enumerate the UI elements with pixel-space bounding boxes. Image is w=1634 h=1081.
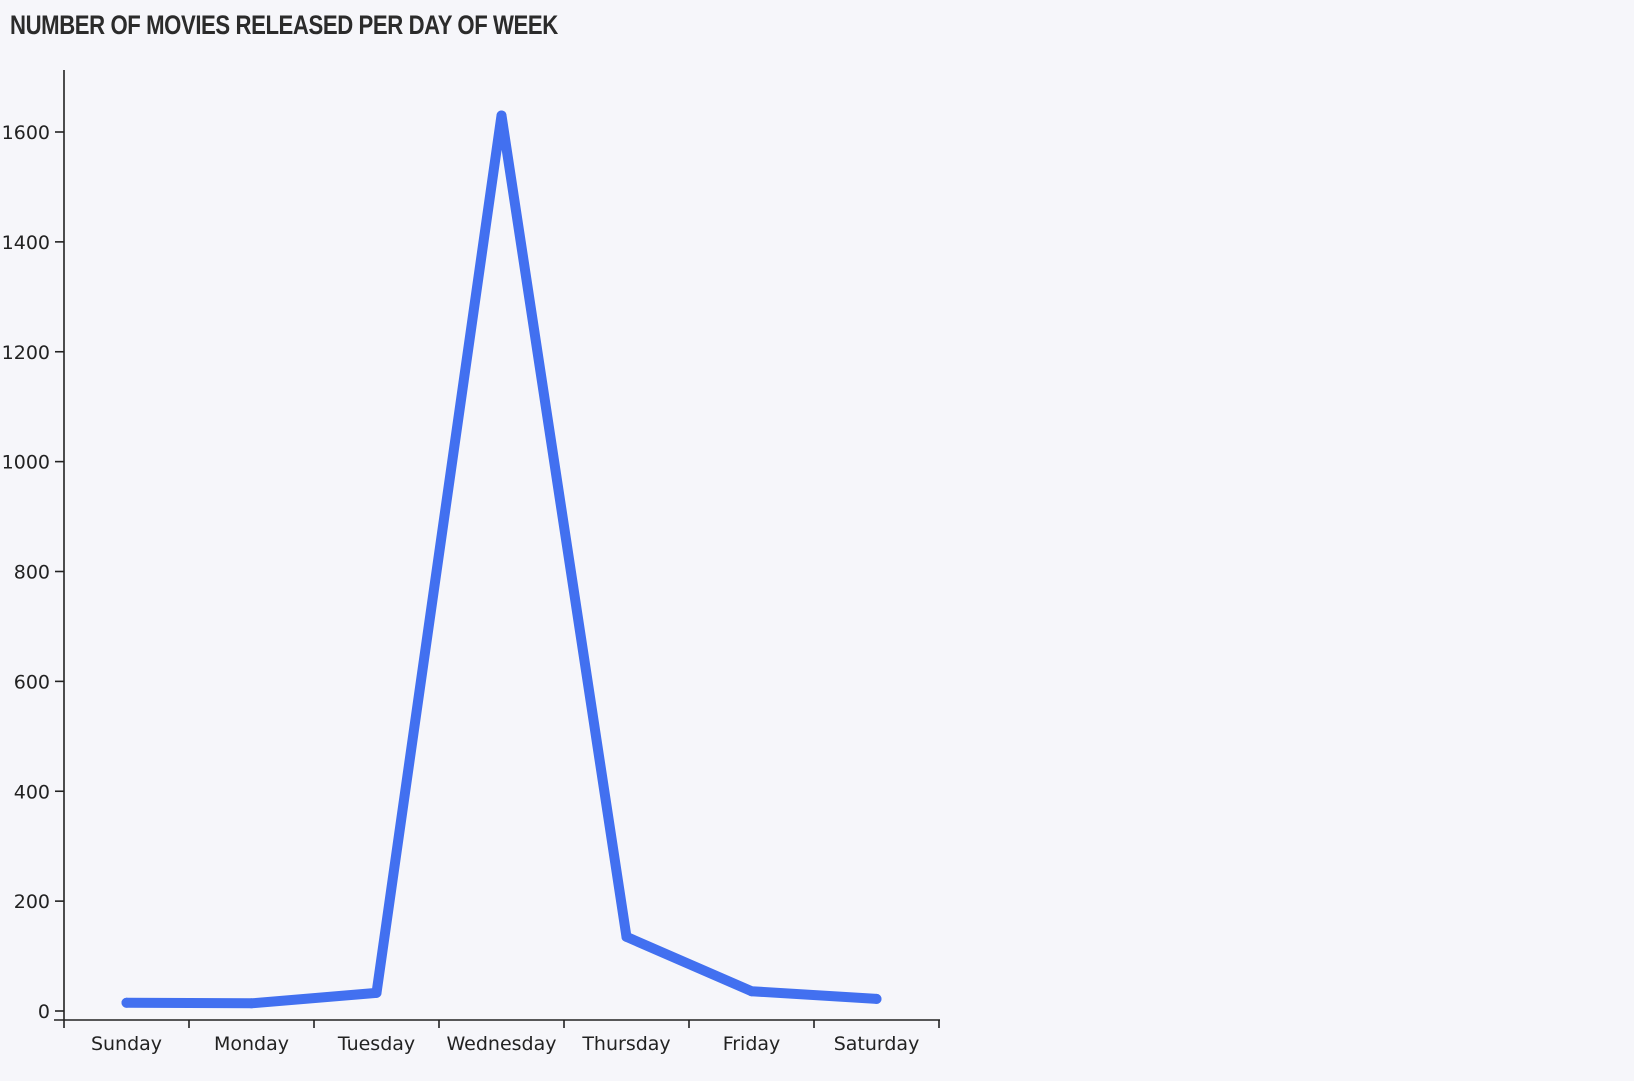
data-point <box>121 997 132 1008</box>
x-axis: Sunday Monday Tuesday Wednesday Thursday Frid… <box>54 1019 940 1055</box>
y-tick-label: 400 <box>14 781 50 803</box>
data-point <box>496 110 507 121</box>
y-tick-label: 800 <box>14 562 50 584</box>
x-tick-label: Saturday <box>834 1033 920 1055</box>
x-tick-label: Sunday <box>91 1033 162 1055</box>
x-tick-label: Wednesday <box>446 1033 556 1055</box>
series-layer <box>121 110 882 1009</box>
data-point <box>371 987 382 998</box>
data-point <box>621 931 632 942</box>
data-point <box>246 998 257 1009</box>
y-tick-label: 0 <box>38 1001 50 1023</box>
y-tick-label: 1600 <box>2 122 50 144</box>
y-tick-label: 1000 <box>2 452 50 474</box>
chart-title: NUMBER OF MOVIES RELEASED PER DAY OF WEE… <box>10 10 558 40</box>
data-point <box>871 993 882 1004</box>
y-tick-label: 1200 <box>2 342 50 364</box>
series-line <box>121 110 882 1009</box>
y-tick-label: 600 <box>14 671 50 693</box>
y-tick-label: 200 <box>14 891 50 913</box>
data-point <box>746 986 757 997</box>
x-tick-label: Monday <box>214 1033 289 1055</box>
x-tick-label: Friday <box>723 1033 781 1055</box>
x-tick-label: Tuesday <box>337 1033 415 1055</box>
x-tick-label: Thursday <box>581 1033 670 1055</box>
y-tick-label: 1400 <box>2 232 50 254</box>
y-axis: 0 200 400 600 800 1000 1200 1400 1600 <box>2 70 65 1023</box>
